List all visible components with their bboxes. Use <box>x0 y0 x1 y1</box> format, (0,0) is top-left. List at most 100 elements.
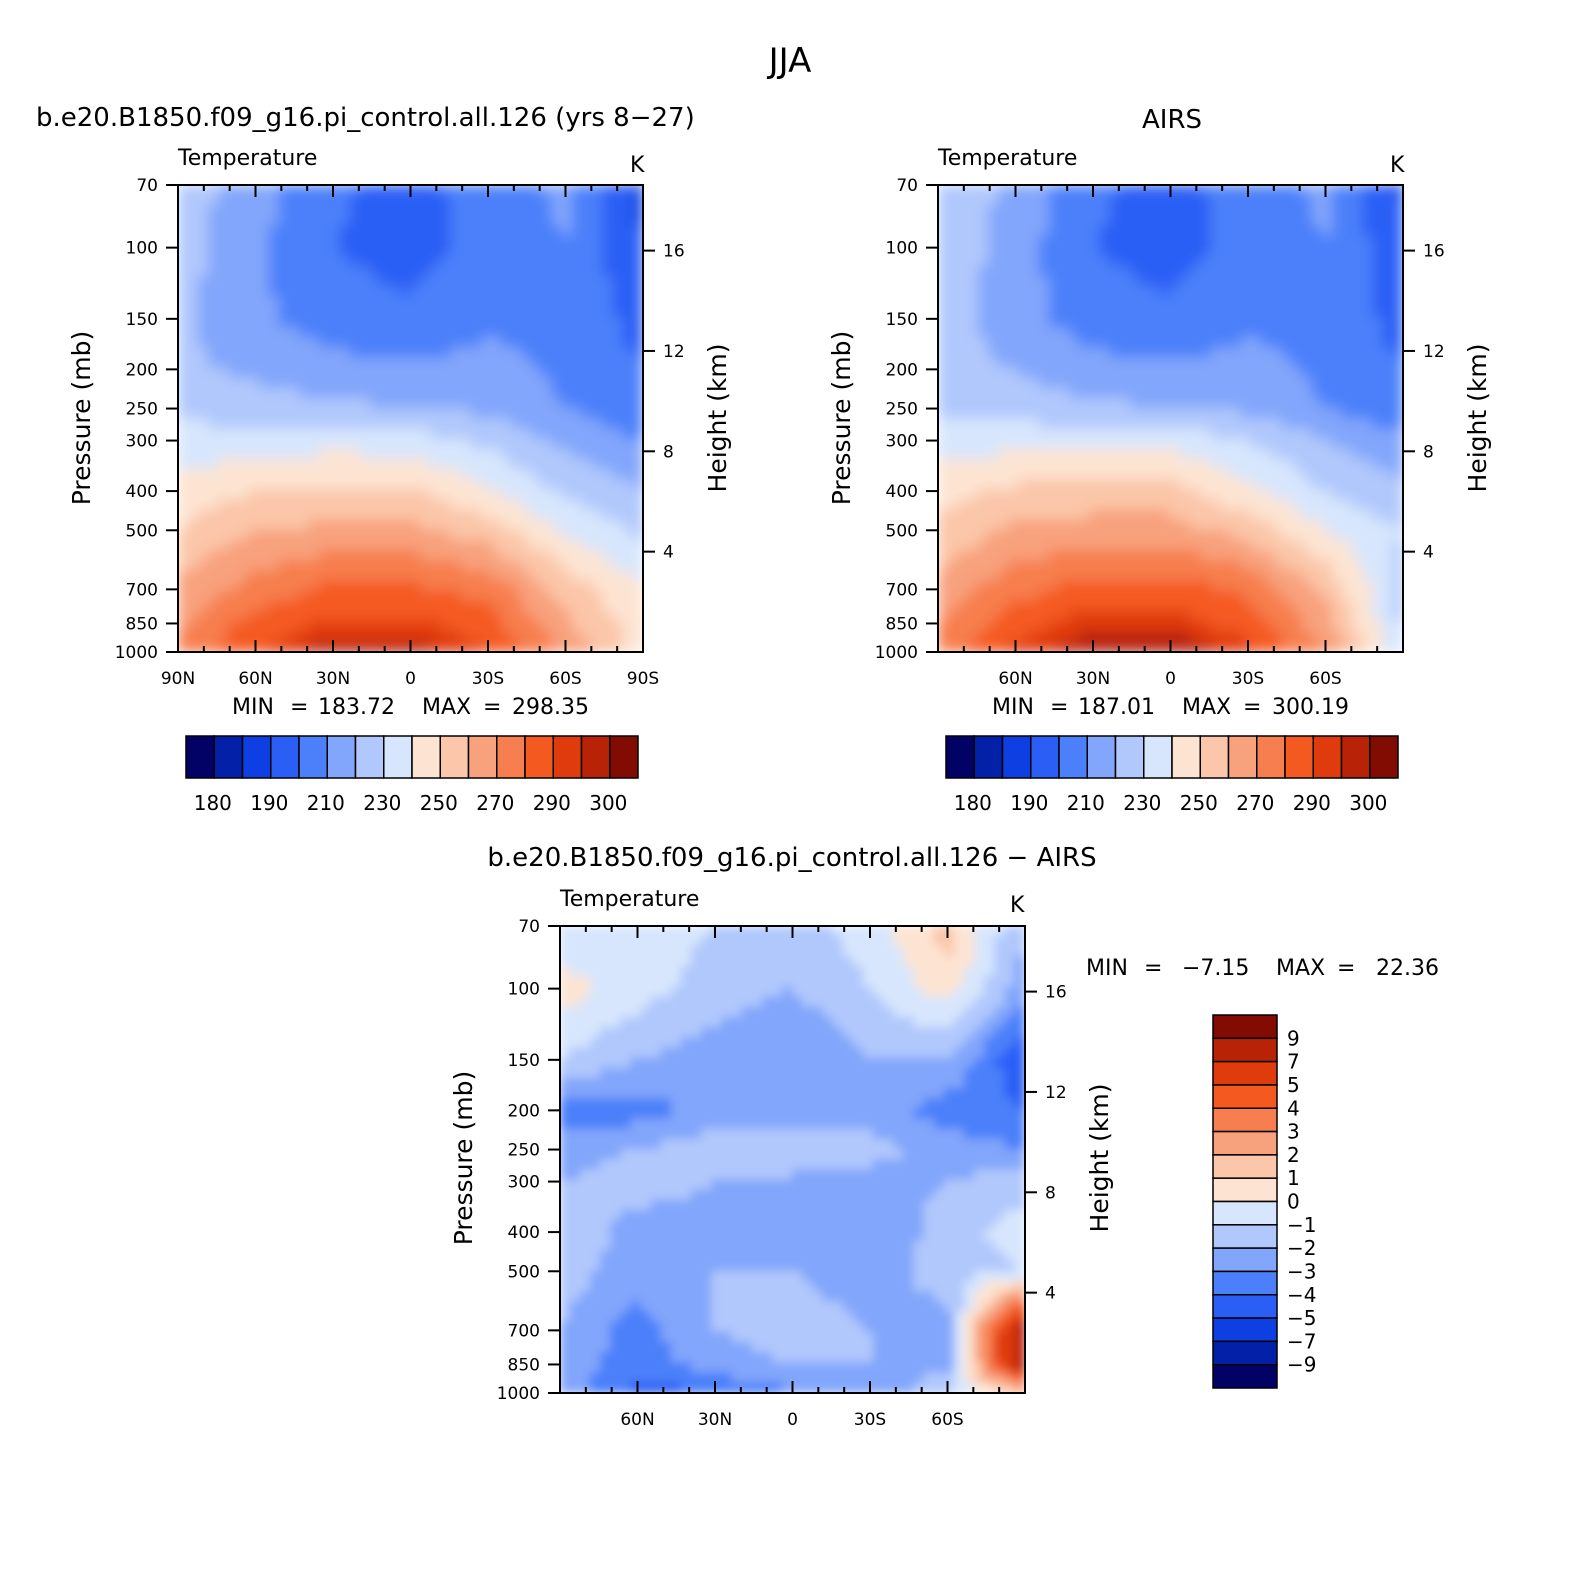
heatmap-cell <box>1079 306 1090 317</box>
heatmap-cell <box>1039 641 1050 652</box>
heatmap-cell <box>1069 631 1080 642</box>
heatmap-cell <box>1180 560 1191 571</box>
heatmap-cell <box>531 591 542 602</box>
heatmap-cell <box>1140 601 1151 612</box>
heatmap-cell <box>1372 601 1383 612</box>
heatmap-cell <box>380 611 391 622</box>
heatmap-cell <box>248 225 259 236</box>
heatmap-cell <box>1322 327 1333 338</box>
heatmap-cell <box>1018 520 1029 531</box>
heatmap-cell <box>178 398 189 409</box>
heatmap-cell <box>1160 621 1171 632</box>
heatmap-cell <box>400 367 411 378</box>
heatmap-cell <box>994 966 1005 977</box>
heatmap-cell <box>309 235 320 246</box>
heatmap-cell <box>1004 926 1015 937</box>
heatmap-cell <box>1008 235 1019 246</box>
heatmap-cell <box>370 479 381 490</box>
heatmap-cell <box>1120 367 1131 378</box>
heatmap-cell <box>1302 550 1313 561</box>
heatmap-cell <box>1291 591 1302 602</box>
heatmap-cell <box>400 449 411 460</box>
heatmap-cell <box>978 418 989 429</box>
heatmap-cell <box>1291 520 1302 531</box>
heatmap-cell <box>1332 357 1343 368</box>
heatmap-cell <box>602 246 613 257</box>
heatmap-cell <box>572 509 583 520</box>
heatmap-cell <box>1170 286 1181 297</box>
heatmap-cell <box>501 347 512 358</box>
heatmap-cell <box>948 195 959 206</box>
heatmap-cell <box>380 347 391 358</box>
heatmap-cell <box>178 205 189 216</box>
heatmap-cell <box>258 347 269 358</box>
heatmap-cell <box>481 449 492 460</box>
heatmap-cell <box>1231 489 1242 500</box>
heatmap-cell <box>1190 621 1201 632</box>
heatmap-cell <box>1120 479 1131 490</box>
heatmap-cell <box>1029 550 1040 561</box>
heatmap-cell <box>370 367 381 378</box>
heatmap-cell <box>1382 509 1393 520</box>
heatmap-cell <box>948 185 959 196</box>
heatmap-cell <box>1352 246 1363 257</box>
heatmap-cell <box>491 560 502 571</box>
heatmap-cell <box>218 205 229 216</box>
heatmap-cell <box>958 530 969 541</box>
heatmap-cell <box>1312 520 1323 531</box>
heatmap-cell <box>988 317 999 328</box>
heatmap-cell <box>1382 357 1393 368</box>
heatmap-cell <box>1029 641 1040 652</box>
heatmap-cell <box>410 377 421 388</box>
heatmap-cell <box>1281 337 1292 348</box>
heatmap-cell <box>1281 367 1292 378</box>
heatmap-cell <box>329 185 340 196</box>
heatmap-cell <box>968 530 979 541</box>
heatmap-cell <box>1271 641 1282 652</box>
heatmap-cell <box>1018 306 1029 317</box>
heatmap-cell <box>440 560 451 571</box>
heatmap-cell <box>681 1037 692 1048</box>
heatmap-cell <box>913 926 924 937</box>
heatmap-cell <box>958 306 969 317</box>
heatmap-cell <box>582 317 593 328</box>
heatmap-cell <box>1342 438 1353 449</box>
heatmap-cell <box>542 621 553 632</box>
heatmap-cell <box>339 591 350 602</box>
heatmap-cell <box>1332 611 1343 622</box>
heatmap-cell <box>400 601 411 612</box>
heatmap-cell <box>853 956 864 967</box>
heatmap-cell <box>1221 530 1232 541</box>
heatmap-cell <box>938 560 949 571</box>
heatmap-cell <box>258 296 269 307</box>
heatmap-cell <box>998 195 1009 206</box>
heatmap-cell <box>339 357 350 368</box>
heatmap-cell <box>1231 560 1242 571</box>
heatmap-cell <box>954 997 965 1008</box>
heatmap-cell <box>1221 296 1232 307</box>
heatmap-cell <box>1382 499 1393 510</box>
heatmap-cell <box>592 235 603 246</box>
heatmap-cell <box>1069 530 1080 541</box>
heatmap-cell <box>1200 357 1211 368</box>
heatmap-cell <box>1211 337 1222 348</box>
heatmap-cell <box>390 327 401 338</box>
heatmap-cell <box>420 327 431 338</box>
heatmap-cell <box>661 987 672 998</box>
heatmap-cell <box>1332 306 1343 317</box>
heatmap-cell <box>612 591 623 602</box>
heatmap-cell <box>1312 317 1323 328</box>
heatmap-cell <box>410 225 421 236</box>
heatmap-cell <box>1352 591 1363 602</box>
heatmap-cell <box>1352 428 1363 439</box>
heatmap-cell <box>1312 337 1323 348</box>
heatmap-cell <box>592 367 603 378</box>
heatmap-cell <box>988 438 999 449</box>
heatmap-cell <box>299 195 310 206</box>
heatmap-cell <box>1302 317 1313 328</box>
heatmap-cell <box>1352 276 1363 287</box>
heatmap-cell <box>208 246 219 257</box>
heatmap-cell <box>1089 306 1100 317</box>
heatmap-cell <box>988 530 999 541</box>
heatmap-cell <box>501 479 512 490</box>
